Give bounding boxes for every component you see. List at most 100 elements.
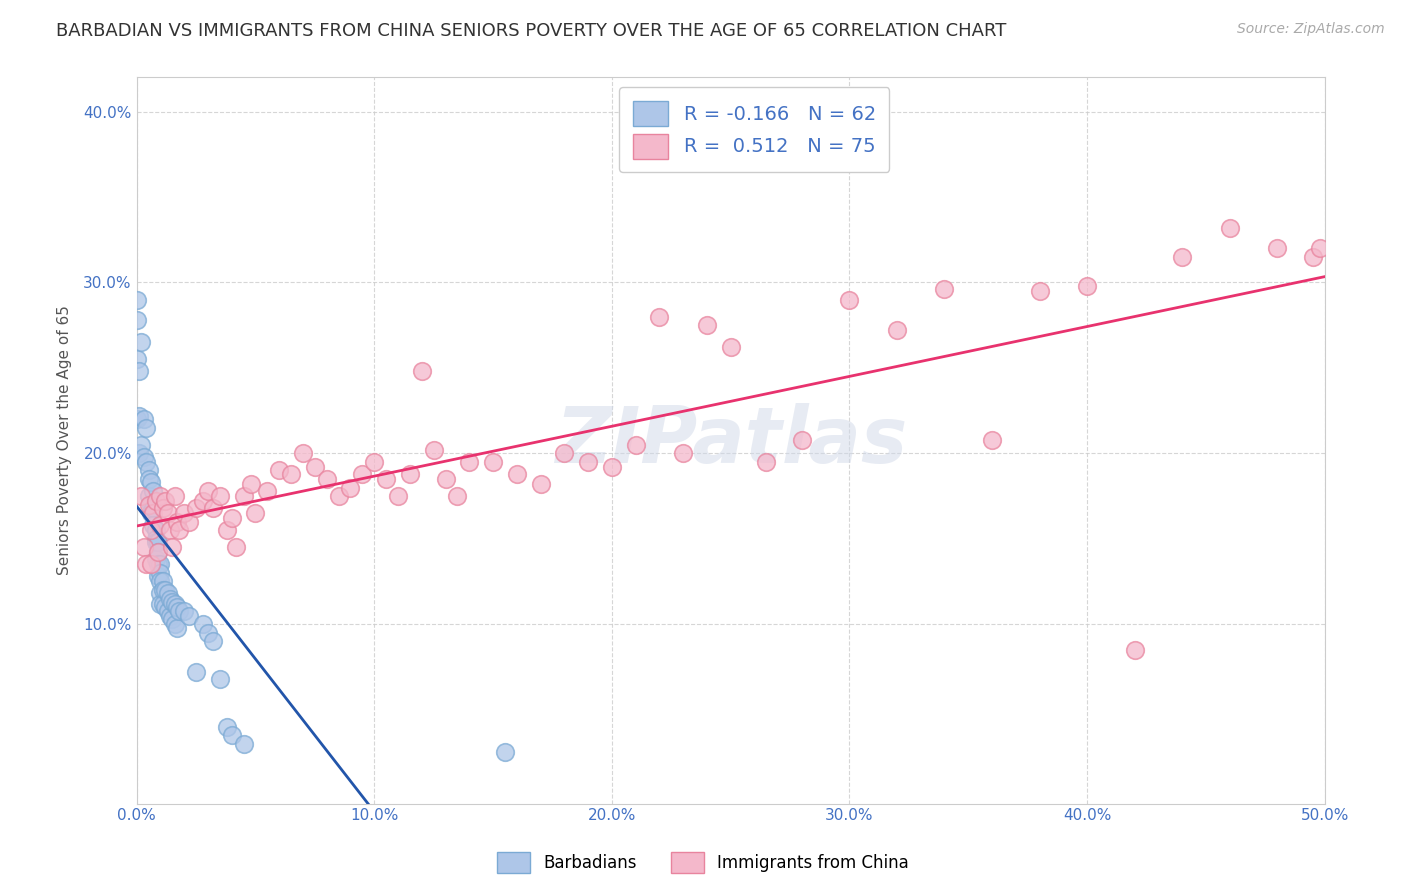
Point: [434, 472, 457, 486]
Point: [494, 745, 516, 759]
Point: [146, 569, 169, 583]
Point: [146, 535, 169, 549]
Point: [135, 455, 157, 469]
Point: [600, 460, 623, 475]
Point: [482, 455, 505, 469]
Point: [529, 477, 551, 491]
Point: [304, 460, 326, 475]
Point: [169, 603, 191, 617]
Point: [239, 477, 262, 491]
Point: [145, 523, 167, 537]
Point: [135, 558, 157, 572]
Point: [162, 541, 184, 555]
Point: [201, 501, 224, 516]
Point: [221, 728, 243, 742]
Point: [221, 511, 243, 525]
Point: [790, 433, 813, 447]
Point: [411, 364, 433, 378]
Point: [156, 586, 179, 600]
Point: [720, 340, 742, 354]
Point: [125, 293, 148, 307]
Point: [166, 621, 188, 635]
Point: [162, 612, 184, 626]
Point: [981, 433, 1004, 447]
Point: [193, 617, 215, 632]
Point: [152, 574, 174, 589]
Point: [152, 597, 174, 611]
Point: [152, 582, 174, 597]
Point: [1302, 250, 1324, 264]
Point: [132, 541, 155, 555]
Point: [138, 463, 160, 477]
Point: [153, 600, 176, 615]
Point: [132, 412, 155, 426]
Point: [131, 489, 153, 503]
Point: [163, 597, 186, 611]
Point: [132, 450, 155, 464]
Point: [422, 442, 444, 457]
Point: [149, 566, 172, 580]
Point: [1219, 220, 1241, 235]
Point: [232, 489, 254, 503]
Point: [193, 494, 215, 508]
Point: [291, 446, 314, 460]
Point: [131, 438, 153, 452]
Point: [138, 498, 160, 512]
Point: [458, 455, 481, 469]
Point: [399, 467, 422, 481]
Point: [352, 467, 374, 481]
Point: [215, 523, 238, 537]
Point: [446, 489, 468, 503]
Point: [387, 489, 409, 503]
Point: [1123, 643, 1146, 657]
Point: [125, 313, 148, 327]
Point: [256, 483, 278, 498]
Point: [177, 608, 200, 623]
Y-axis label: Seniors Poverty Over the Age of 65: Seniors Poverty Over the Age of 65: [58, 306, 72, 575]
Point: [128, 446, 150, 460]
Text: ZIPatlas: ZIPatlas: [554, 402, 907, 478]
Point: [139, 475, 162, 490]
Point: [184, 501, 207, 516]
Point: [1265, 241, 1288, 255]
Point: [672, 446, 695, 460]
Point: [755, 455, 778, 469]
Point: [153, 494, 176, 508]
Point: [152, 501, 174, 516]
Point: [1171, 250, 1194, 264]
Point: [375, 472, 398, 486]
Point: [145, 552, 167, 566]
Point: [624, 438, 647, 452]
Point: [225, 541, 247, 555]
Point: [506, 467, 529, 481]
Legend: Barbadians, Immigrants from China: Barbadians, Immigrants from China: [491, 846, 915, 880]
Point: [149, 518, 172, 533]
Point: [159, 608, 181, 623]
Point: [208, 672, 231, 686]
Point: [177, 515, 200, 529]
Point: [156, 603, 179, 617]
Point: [328, 489, 350, 503]
Point: [166, 600, 188, 615]
Point: [149, 574, 172, 589]
Point: [159, 523, 181, 537]
Point: [339, 481, 361, 495]
Point: [142, 518, 165, 533]
Point: [145, 535, 167, 549]
Point: [139, 498, 162, 512]
Point: [838, 293, 860, 307]
Point: [145, 532, 167, 546]
Point: [138, 489, 160, 503]
Point: [162, 595, 184, 609]
Point: [142, 506, 165, 520]
Point: [173, 506, 195, 520]
Point: [163, 617, 186, 632]
Point: [576, 455, 599, 469]
Point: [1028, 284, 1050, 298]
Point: [648, 310, 671, 324]
Point: [245, 506, 267, 520]
Point: [146, 545, 169, 559]
Point: [139, 558, 162, 572]
Point: [131, 335, 153, 350]
Point: [125, 412, 148, 426]
